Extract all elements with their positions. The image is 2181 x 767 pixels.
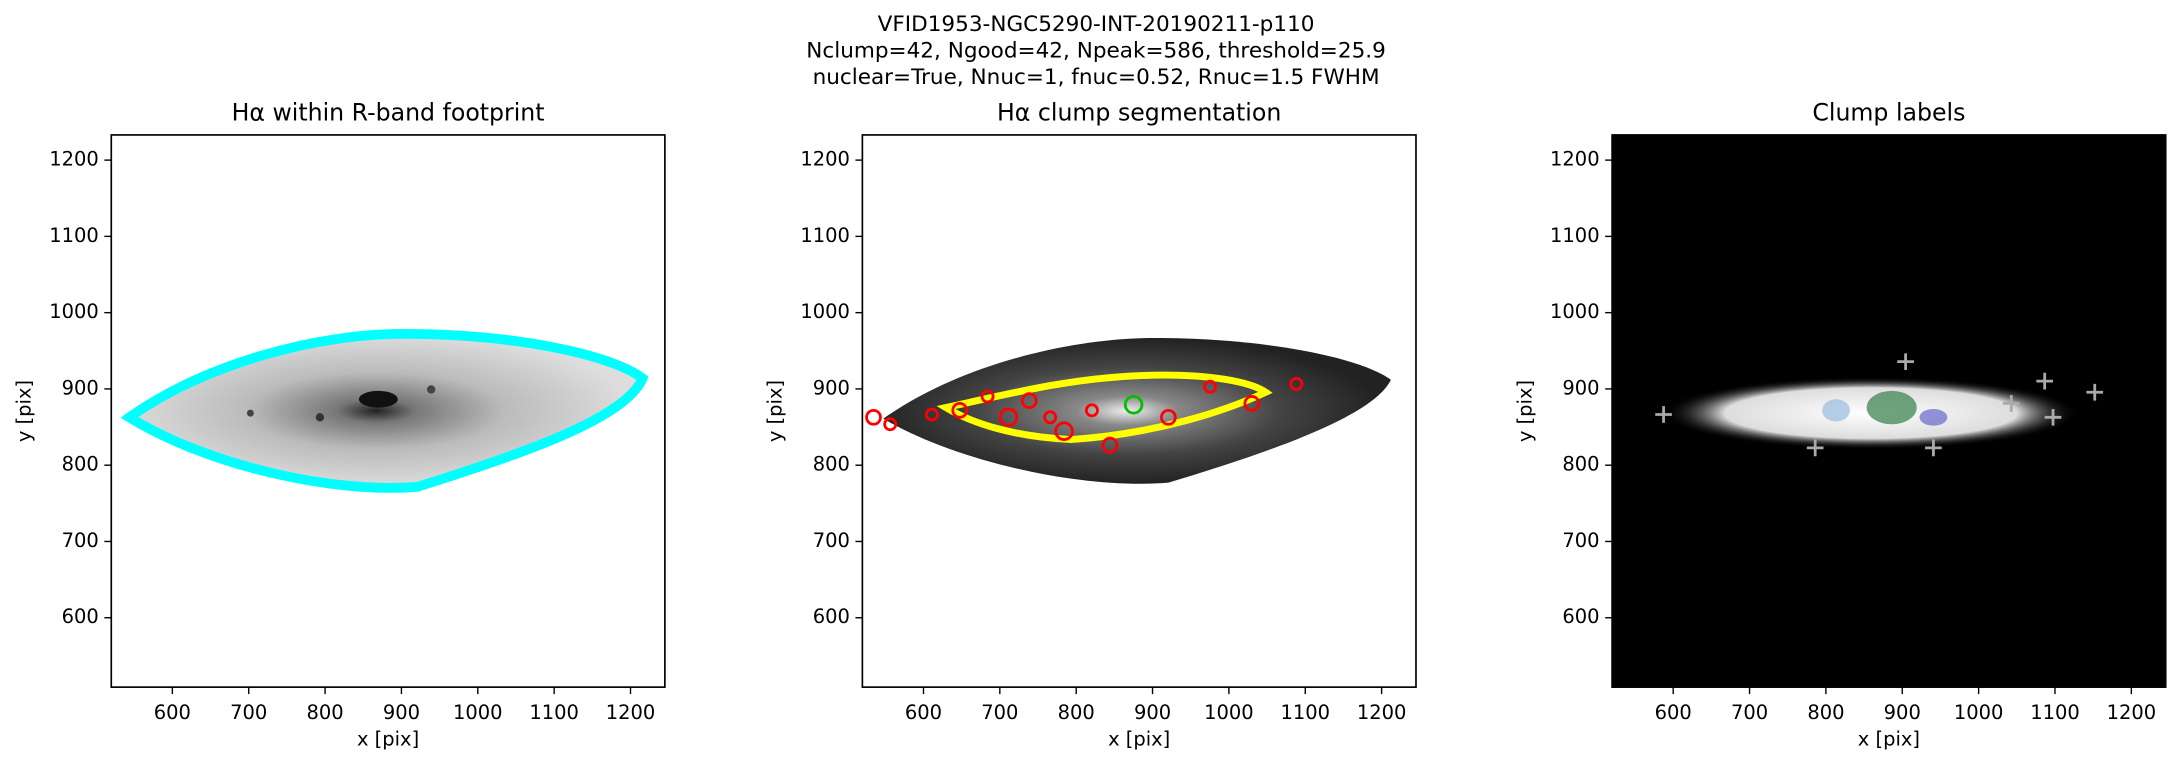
x-tick-label: 600 <box>154 701 191 724</box>
x-tick-label: 1100 <box>529 701 579 724</box>
axes-frame <box>861 134 1417 688</box>
x-tick-label: 1000 <box>453 701 503 724</box>
x-tick-label: 1100 <box>2030 701 2080 724</box>
y-tick-label: 700 <box>1562 529 1599 552</box>
x-tick-label: 900 <box>383 701 420 724</box>
x-tick-label: 900 <box>1884 701 1921 724</box>
y-tick-label: 1100 <box>49 224 99 247</box>
figure-title: nuclear=True, Nnuc=1, fnuc=0.52, Rnuc=1.… <box>813 65 1380 90</box>
y-tick-label: 1200 <box>49 148 99 171</box>
y-tick-label: 1100 <box>1550 224 1600 247</box>
x-tick-label: 1200 <box>606 701 656 724</box>
x-tick-label: 600 <box>1655 701 1692 724</box>
y-tick-label: 600 <box>813 605 850 628</box>
y-axis-label: y [pix] <box>13 380 36 442</box>
y-axis-label: y [pix] <box>764 380 787 442</box>
x-tick-label: 1200 <box>2107 701 2157 724</box>
labels-image <box>1612 134 2166 688</box>
segmentation-image <box>865 338 1391 484</box>
x-tick-label: 800 <box>1058 701 1095 724</box>
figure-title: VFID1953-NGC5290-INT-20190211-p110 <box>878 12 1315 37</box>
y-tick-label: 900 <box>813 376 850 399</box>
y-tick-label: 1200 <box>800 148 850 171</box>
y-tick-label: 1100 <box>800 224 850 247</box>
y-tick-label: 800 <box>1562 453 1599 476</box>
axes-title: Hα clump segmentation <box>997 99 1281 127</box>
axes-frame <box>110 134 666 688</box>
x-tick-label: 1200 <box>1357 701 1407 724</box>
x-tick-label: 600 <box>905 701 942 724</box>
x-axis-label: x [pix] <box>1858 727 1920 750</box>
x-tick-label: 1100 <box>1280 701 1330 724</box>
y-tick-label: 600 <box>62 605 99 628</box>
galaxy-image <box>120 328 649 493</box>
y-tick-label: 800 <box>813 453 850 476</box>
x-tick-label: 700 <box>981 701 1018 724</box>
y-tick-label: 1200 <box>1550 148 1600 171</box>
figure-title: Nclump=42, Ngood=42, Npeak=586, threshol… <box>806 38 1386 63</box>
x-tick-label: 1000 <box>1954 701 2004 724</box>
x-axis-label: x [pix] <box>357 727 419 750</box>
x-tick-label: 800 <box>1807 701 1844 724</box>
x-tick-label: 900 <box>1134 701 1171 724</box>
axes-title: Hα within R-band footprint <box>232 99 545 127</box>
x-tick-label: 800 <box>306 701 343 724</box>
x-axis-label: x [pix] <box>1108 727 1170 750</box>
x-tick-label: 1000 <box>1204 701 1254 724</box>
y-tick-label: 600 <box>1562 605 1599 628</box>
y-axis-label: y [pix] <box>1513 380 1536 442</box>
y-tick-label: 900 <box>1562 376 1599 399</box>
y-tick-label: 1000 <box>1550 300 1600 323</box>
y-tick-label: 700 <box>62 529 99 552</box>
x-tick-label: 700 <box>230 701 267 724</box>
y-tick-label: 900 <box>62 376 99 399</box>
y-tick-label: 700 <box>813 529 850 552</box>
axes-frame <box>1611 134 2167 688</box>
y-tick-label: 1000 <box>800 300 850 323</box>
axes-title: Clump labels <box>1812 99 1965 127</box>
y-tick-label: 800 <box>62 453 99 476</box>
x-tick-label: 700 <box>1731 701 1768 724</box>
y-tick-label: 1000 <box>49 300 99 323</box>
